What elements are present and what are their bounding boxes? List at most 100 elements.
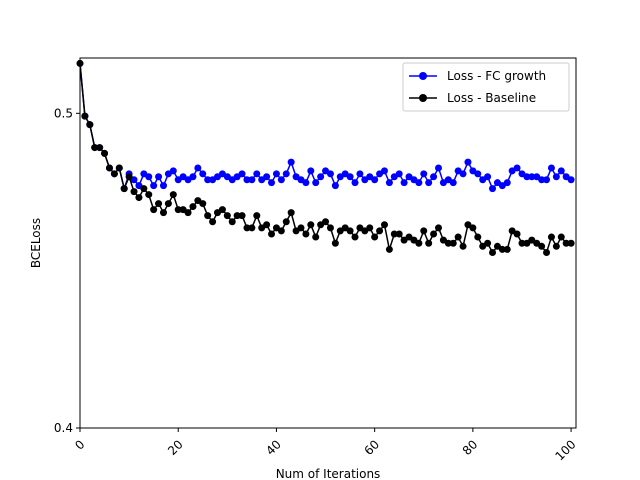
data-point [312, 233, 320, 241]
y-tick-label: 0.4 [54, 421, 73, 435]
data-point [356, 170, 364, 178]
data-point [287, 209, 295, 217]
data-point [567, 239, 575, 247]
data-point [248, 224, 256, 232]
data-point [238, 170, 246, 178]
data-point [430, 173, 438, 181]
data-point [498, 245, 506, 253]
data-point [552, 242, 560, 250]
data-point [101, 149, 109, 157]
data-point [503, 245, 511, 253]
data-point [120, 185, 128, 193]
data-point [110, 170, 118, 178]
data-point [380, 167, 388, 175]
plot-frame [79, 57, 577, 429]
data-point [233, 212, 241, 220]
data-point [538, 242, 546, 250]
data-point [199, 200, 207, 208]
data-point [513, 164, 521, 172]
data-point [287, 158, 295, 166]
data-point [115, 164, 123, 172]
data-point [248, 176, 256, 184]
data-point [400, 179, 408, 187]
data-point [263, 221, 271, 229]
data-point [140, 185, 148, 193]
data-point [366, 224, 374, 232]
data-point [351, 179, 359, 187]
data-point [425, 179, 433, 187]
data-point [307, 221, 315, 229]
data-point [150, 182, 158, 190]
data-point [135, 194, 143, 202]
data-point [169, 191, 177, 199]
data-point [415, 239, 423, 247]
data-point [326, 170, 334, 178]
data-point [552, 173, 560, 181]
data-point [346, 227, 354, 235]
data-point [218, 206, 226, 214]
data-point [547, 233, 555, 241]
data-point [528, 173, 536, 181]
data-point [376, 227, 384, 235]
data-point [159, 182, 167, 190]
legend-box [402, 62, 570, 112]
data-point [189, 173, 197, 181]
data-point [307, 167, 315, 175]
legend-marker-fc-growth [419, 72, 427, 80]
data-point [302, 179, 310, 187]
data-point [489, 185, 497, 193]
data-point [312, 179, 320, 187]
y-axis: 0.4 0.5 [54, 106, 80, 435]
data-point [130, 188, 138, 196]
data-point [155, 200, 163, 208]
data-point [159, 209, 167, 217]
data-point [169, 167, 177, 175]
data-point [425, 239, 433, 247]
data-point [145, 173, 153, 181]
data-point [105, 164, 113, 172]
data-point [150, 206, 158, 214]
data-point [449, 179, 457, 187]
data-point [272, 170, 280, 178]
y-axis-label: BCELoss [29, 218, 43, 268]
data-point [489, 249, 497, 257]
data-point [518, 239, 526, 247]
legend-label-baseline: Loss - Baseline [447, 91, 536, 105]
data-point [81, 112, 89, 120]
data-point [253, 170, 261, 178]
data-point [96, 144, 104, 152]
data-point [125, 173, 133, 181]
data-point [164, 200, 172, 208]
data-point [567, 176, 575, 184]
data-point [91, 144, 99, 152]
data-point [346, 173, 354, 181]
data-point [435, 224, 442, 232]
data-point [277, 227, 285, 235]
data-point [523, 173, 531, 181]
data-point [415, 179, 423, 187]
data-point [317, 173, 325, 181]
data-point [484, 239, 492, 247]
data-point [449, 239, 457, 247]
data-point [302, 230, 310, 238]
data-point [243, 176, 251, 184]
data-point [390, 230, 398, 238]
data-point [351, 233, 359, 241]
data-point [253, 212, 261, 220]
data-point [513, 230, 521, 238]
data-point [331, 182, 339, 190]
data-point [420, 170, 428, 178]
data-point [194, 164, 202, 172]
data-point [371, 233, 379, 241]
legend-entry-baseline: Loss - Baseline [409, 91, 536, 105]
data-point [263, 173, 271, 181]
data-point [459, 242, 467, 250]
data-point [484, 173, 492, 181]
data-point [547, 164, 555, 172]
data-point [420, 227, 428, 235]
data-point [238, 212, 246, 220]
data-point [435, 164, 442, 172]
data-point [86, 121, 94, 129]
data-point [322, 218, 330, 226]
